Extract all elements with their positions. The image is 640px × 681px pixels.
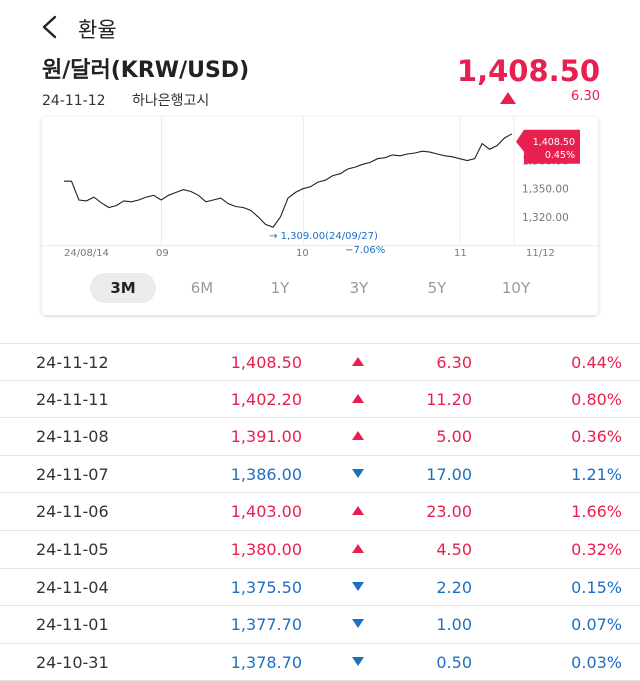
row-percent: 0.15% — [571, 577, 622, 597]
row-date: 24-11-04 — [36, 577, 109, 597]
row-rate: 1,403.00 — [230, 502, 302, 522]
row-rate: 1,408.50 — [230, 353, 302, 372]
up-arrow-icon — [500, 92, 516, 104]
row-rate: 1,380.00 — [230, 539, 302, 559]
up-arrow-icon — [352, 393, 364, 403]
history-table: 24-11-12 1,408.50 6.30 0.44% 24-11-11 1,402.2… — [0, 343, 640, 681]
table-row: 24-11-05 1,380.00 4.50 0.32% — [0, 531, 640, 569]
range-button-6m[interactable]: 6M — [190, 279, 214, 297]
row-rate: 1,402.20 — [230, 389, 302, 409]
row-change: 11.20 — [426, 389, 472, 409]
row-rate: 1,375.50 — [230, 577, 302, 597]
row-change: 0.50 — [436, 652, 472, 672]
table-row: 24-11-12 1,408.50 6.30 0.44% — [0, 343, 640, 381]
row-change: 23.00 — [426, 502, 472, 522]
row-percent: 0.07% — [571, 615, 622, 635]
row-change: 2.20 — [436, 577, 472, 597]
row-date: 24-11-11 — [36, 389, 109, 409]
x-tick-label: 10 — [296, 248, 309, 259]
row-percent: 1.66% — [571, 502, 622, 522]
up-arrow-icon — [352, 543, 364, 553]
row-rate: 1,378.70 — [230, 652, 302, 672]
rate-series-line — [64, 133, 513, 228]
up-arrow-icon — [352, 506, 364, 516]
row-rate: 1,391.00 — [230, 427, 302, 447]
row-percent: 0.03% — [571, 652, 622, 672]
x-tick-label: 11/12 — [526, 248, 555, 259]
price-change-value: 6.30 — [571, 89, 600, 104]
row-change: 5.00 — [436, 427, 472, 447]
range-button-5y[interactable]: 5Y — [427, 279, 447, 297]
row-change: 17.00 — [426, 464, 472, 484]
x-tick-label: 11 — [454, 248, 467, 259]
down-arrow-icon — [352, 581, 364, 591]
table-row: 24-10-31 1,378.70 0.50 0.03% — [0, 644, 640, 681]
x-tick-label: 24/08/14 — [64, 248, 109, 259]
down-arrow-icon — [352, 656, 364, 666]
table-row: 24-11-11 1,402.20 11.20 0.80% — [0, 381, 640, 419]
row-percent: 0.36% — [571, 427, 622, 447]
min-annotation-label: → 1,309.00(24/09/27) — [269, 231, 378, 242]
x-tick-label: 09 — [156, 248, 169, 259]
row-change: 4.50 — [436, 539, 472, 559]
down-arrow-icon — [352, 619, 364, 629]
row-change: 1.00 — [436, 615, 472, 635]
row-date: 24-11-05 — [36, 539, 109, 559]
app-header: 환율 — [0, 0, 640, 52]
row-date: 24-11-06 — [36, 502, 109, 522]
current-price: 1,408.50 — [456, 54, 600, 88]
range-button-1y[interactable]: 1Y — [270, 279, 290, 297]
row-date: 24-10-31 — [36, 652, 109, 672]
up-arrow-icon — [352, 431, 364, 441]
current-value-label: 1,408.50 — [533, 137, 575, 148]
up-arrow-icon — [352, 357, 364, 366]
row-date: 24-11-12 — [36, 353, 109, 372]
range-button-3y[interactable]: 3Y — [349, 279, 369, 297]
row-date: 24-11-08 — [36, 427, 109, 447]
table-row: 24-11-08 1,391.00 5.00 0.36% — [0, 418, 640, 456]
row-date: 24-11-01 — [36, 615, 109, 635]
row-rate: 1,386.00 — [230, 464, 302, 484]
row-percent: 0.44% — [571, 353, 622, 372]
row-change: 6.30 — [436, 353, 472, 372]
range-button-10y[interactable]: 10Y — [501, 279, 531, 297]
rate-chart[interactable]: 1,380.001,350.001,320.00 24/08/140910111… — [42, 117, 598, 267]
row-percent: 0.80% — [571, 389, 622, 409]
table-row: 24-11-04 1,375.50 2.20 0.15% — [0, 569, 640, 607]
currency-pair-title: 원/달러(KRW/USD) — [42, 58, 250, 83]
y-tick-label: 1,350.00 — [522, 184, 569, 196]
row-rate: 1,377.70 — [230, 615, 302, 635]
quote-source: 하나은행고시 — [132, 93, 210, 109]
price-change: 6.30 — [500, 89, 600, 107]
down-arrow-icon — [352, 468, 364, 478]
chevron-left-icon[interactable] — [38, 14, 64, 40]
rate-chart-card: 1,380.001,350.001,320.00 24/08/140910111… — [42, 117, 598, 315]
quote-date: 24-11-12 — [42, 93, 106, 109]
range-selector: 3M 6M 1Y 3Y 5Y 10Y — [90, 273, 590, 303]
current-value-tag — [516, 129, 580, 164]
table-row: 24-11-06 1,403.00 23.00 1.66% — [0, 493, 640, 531]
table-row: 24-11-07 1,386.00 17.00 1.21% — [0, 456, 640, 494]
row-date: 24-11-07 — [36, 464, 109, 484]
quote-meta: 24-11-12 하나은행고시 — [42, 90, 231, 110]
table-row: 24-11-01 1,377.70 1.00 0.07% — [0, 606, 640, 644]
row-percent: 0.32% — [571, 539, 622, 559]
current-value-pct: 0.45% — [545, 150, 575, 161]
range-button-3m[interactable]: 3M — [90, 273, 156, 303]
page-title: 환율 — [78, 18, 117, 42]
min-annotation-pct: −7.06% — [345, 245, 385, 256]
y-tick-label: 1,320.00 — [522, 212, 569, 224]
row-percent: 1.21% — [571, 464, 622, 484]
